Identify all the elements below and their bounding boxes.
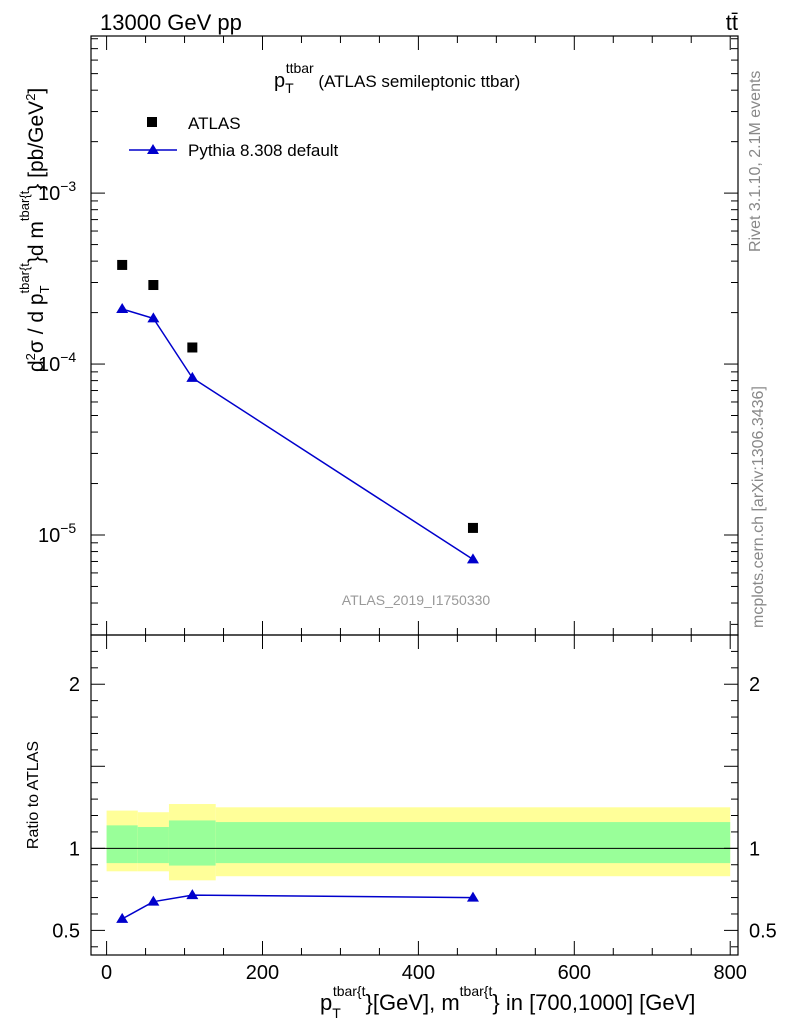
legend-marker-atlas (147, 117, 157, 127)
ratio-series (116, 889, 479, 923)
ratio-pythia-marker (116, 912, 129, 923)
main-axis-ticks (91, 36, 738, 635)
inner-uncertainty-band (168, 820, 216, 866)
x-tick-label: 0 (101, 962, 112, 984)
analysis-watermark: ATLAS_2019_I1750330 (342, 592, 491, 608)
atlas-data-point (467, 522, 478, 533)
ratio-frame (90, 634, 739, 956)
ratio-pythia-line (121, 894, 473, 920)
main-series (116, 259, 479, 564)
main-panel: pTttbar (ATLAS semileptonic ttbar) ATLAS… (17, 35, 739, 636)
ratio-tick-labels: 0.5 0.5 1 1 2 2 0 200 400 600 800 (52, 674, 777, 984)
ratio-y-tick-label-right: 1 (749, 838, 760, 860)
plot-title: pTttbar (ATLAS semileptonic ttbar) (274, 60, 520, 96)
source-label: mcplots.cern.ch [arXiv:1306.3436] (750, 386, 767, 628)
pythia-marker (116, 302, 129, 313)
x-tick-label: 800 (714, 962, 747, 984)
x-tick-label: 200 (246, 962, 279, 984)
y-tick-label: 10−3 (38, 178, 76, 205)
ratio-panel: 0.5 0.5 1 1 2 2 0 200 400 600 800 Ratio to ATLAS p… (25, 634, 777, 1021)
legend: ATLAS Pythia 8.308 default (129, 114, 339, 160)
pythia-marker (147, 312, 160, 323)
pythia-marker (186, 371, 199, 382)
main-y-axis-label: d2σ / d pTtbar{t}d mtbar{t} [pb/GeV2] (17, 88, 52, 372)
ratio-pythia-marker (186, 889, 199, 900)
uncertainty-bands (106, 804, 731, 881)
inner-uncertainty-band (106, 825, 138, 864)
atlas-data-point (148, 280, 159, 291)
atlas-data-point (187, 342, 198, 353)
pythia-marker (466, 553, 479, 564)
legend-marker-pythia (147, 144, 159, 154)
x-axis-label: pTtbar{t}[GeV], mtbar{t} in [700,1000] [… (320, 983, 695, 1021)
energy-label: 13000 GeV pp (100, 10, 242, 35)
inner-uncertainty-band (137, 827, 169, 864)
y-tick-label: 10−5 (38, 520, 76, 547)
legend-label-pythia: Pythia 8.308 default (188, 141, 339, 160)
ratio-y-axis-label: Ratio to ATLAS (25, 741, 42, 849)
pythia-line (121, 308, 474, 561)
inner-uncertainty-band (215, 822, 731, 864)
x-tick-label: 600 (558, 962, 591, 984)
ratio-pythia-marker (466, 891, 479, 902)
ratio-y-tick-label: 2 (69, 674, 80, 696)
rivet-version-label: Rivet 3.1.10, 2.1M events (747, 71, 764, 252)
atlas-data-point (117, 259, 128, 270)
main-y-tick-labels: 10−3 10−4 10−5 (38, 178, 76, 547)
process-label: tt̄ (726, 10, 738, 35)
ratio-pythia-marker (147, 895, 160, 906)
y-tick-label: 10−4 (38, 349, 76, 376)
x-tick-label: 400 (402, 962, 435, 984)
legend-label-atlas: ATLAS (188, 114, 241, 133)
ratio-y-tick-label: 0.5 (52, 920, 80, 942)
ratio-y-tick-label-right: 2 (749, 674, 760, 696)
ratio-y-tick-label-right: 0.5 (749, 920, 777, 942)
ratio-axis-ticks (91, 634, 738, 955)
ratio-y-tick-label: 1 (69, 838, 80, 860)
